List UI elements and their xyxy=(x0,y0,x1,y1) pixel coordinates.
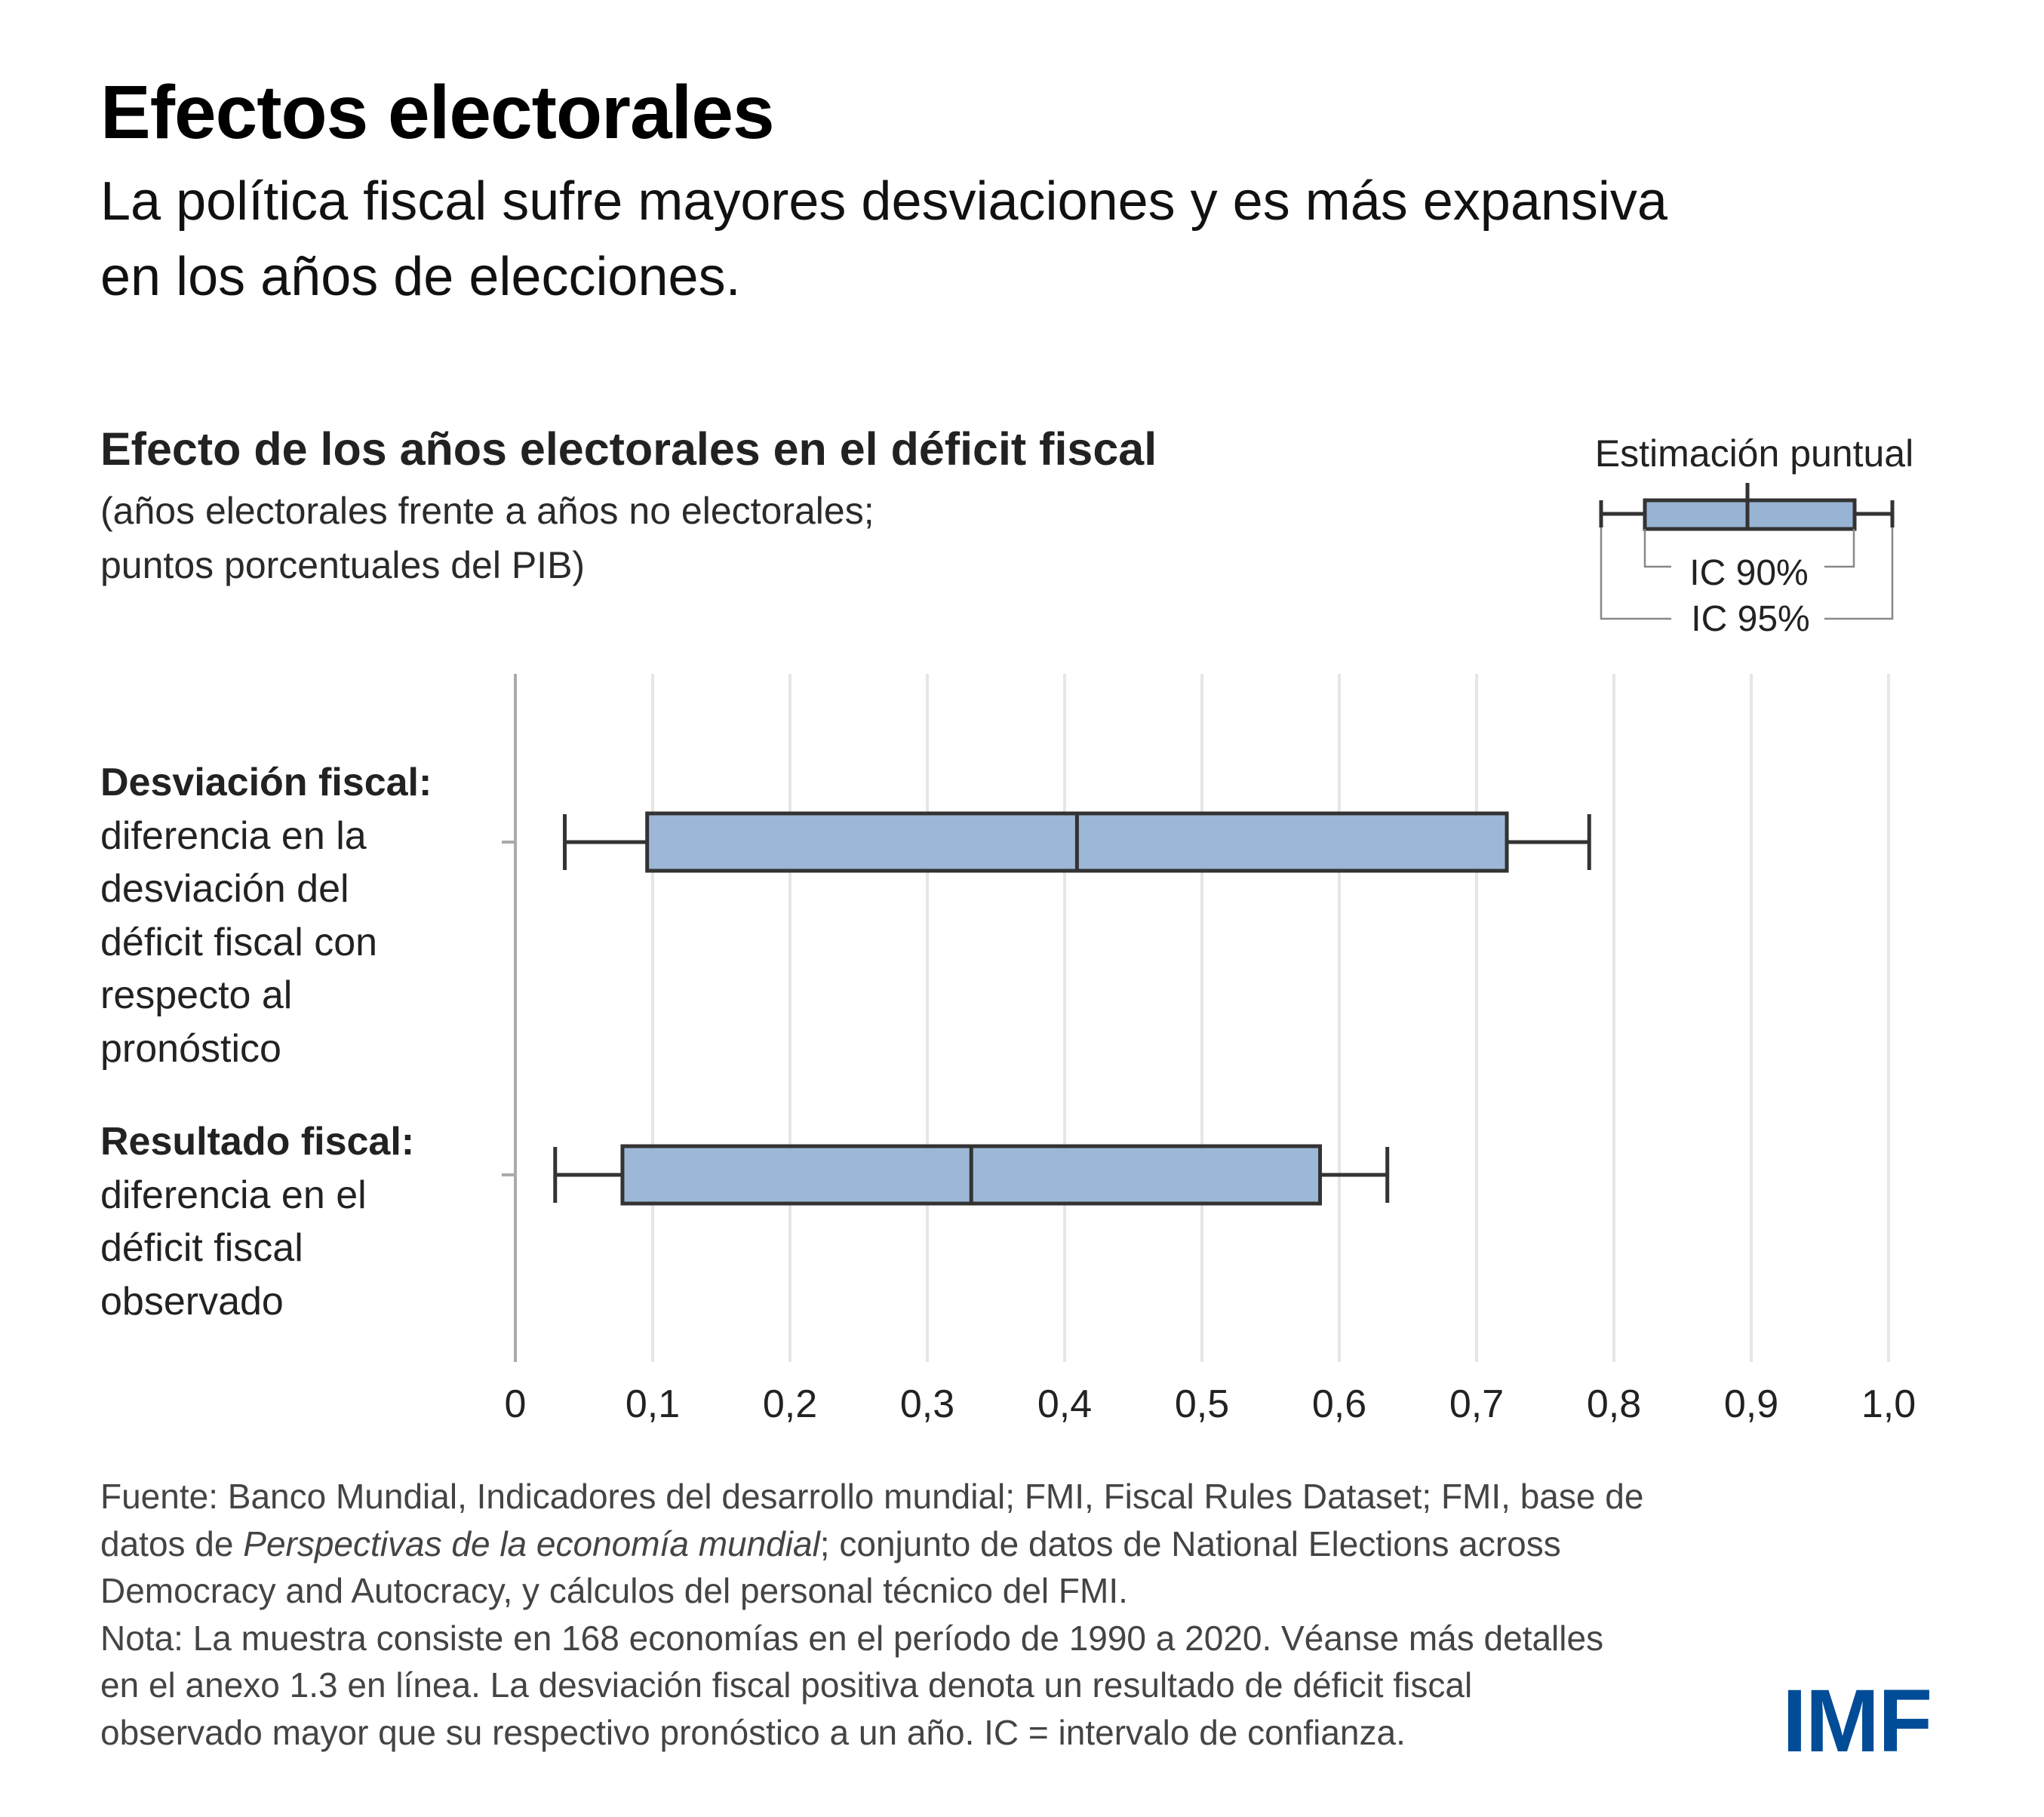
note-line: observado mayor que su respectivo pronós… xyxy=(100,1712,1406,1753)
legend: Estimación puntual IC 90% IC 95% xyxy=(1595,432,1913,639)
source-line: Democracy and Autocracy, y cálculos del … xyxy=(100,1570,1128,1611)
row-label-line: déficit fiscal con xyxy=(100,920,378,964)
legend-ci95-bracket xyxy=(1600,527,1671,620)
legend-ci90-label: IC 90% xyxy=(1689,553,1808,593)
row-label-line: observado xyxy=(100,1279,284,1324)
footer-text: Nota: La muestra consiste en 168 economí… xyxy=(100,1618,1604,1658)
x-tick-label: 0,5 xyxy=(1175,1382,1229,1426)
imf-logo: IMF xyxy=(1782,1671,1932,1771)
x-tick-label: 0,6 xyxy=(1312,1382,1366,1426)
x-tick-label: 1,0 xyxy=(1861,1382,1916,1426)
row-label-bold: Desviación fiscal: xyxy=(100,761,432,804)
x-tick-label: 0,1 xyxy=(625,1382,680,1426)
subtitle-line-2: en los años de elecciones. xyxy=(100,247,741,307)
note-line: Nota: La muestra consiste en 168 economí… xyxy=(100,1618,1603,1659)
footer-text: Democracy and Autocracy, y cálculos del … xyxy=(100,1571,1128,1610)
x-tick-label: 0,4 xyxy=(1037,1382,1092,1426)
legend-ci90-bracket xyxy=(1643,529,1671,568)
source-line: Fuente: Banco Mundial, Indicadores del d… xyxy=(100,1476,1643,1517)
footer-text: datos de xyxy=(100,1523,244,1563)
footer-text: en el anexo 1.3 en línea. La desviación … xyxy=(100,1665,1473,1705)
footer-text: observado mayor que su respectivo pronós… xyxy=(100,1712,1406,1752)
chart-subtitle-line-1: (años electorales frente a años no elect… xyxy=(100,490,874,532)
row-label-line: pronóstico xyxy=(100,1026,281,1071)
chart-subtitle-line-2: puntos porcentuales del PIB) xyxy=(100,544,586,586)
legend-ci95-bracket xyxy=(1824,527,1894,620)
gridlines xyxy=(651,674,1890,1362)
row-label-line: respecto al xyxy=(100,973,293,1017)
x-tick-labels: 0 0,1 0,2 0,3 0,4 0,5 0,6 0,7 0,8 0,9 1,0 xyxy=(505,1382,1916,1426)
footer-text: ; conjunto de datos de National Election… xyxy=(819,1523,1561,1563)
row-label-line: déficit fiscal xyxy=(100,1226,303,1270)
x-tick-label: 0,3 xyxy=(900,1382,954,1426)
note-line: en el anexo 1.3 en línea. La desviación … xyxy=(100,1665,1472,1705)
footer-text: Fuente: Banco Mundial, Indicadores del d… xyxy=(100,1477,1644,1516)
x-tick-label: 0,9 xyxy=(1724,1382,1778,1426)
row-label-line: diferencia en la xyxy=(100,813,367,858)
row-label-bold: Resultado fiscal: xyxy=(100,1120,415,1164)
row-label-resultado: Resultado fiscal: diferencia en el défic… xyxy=(100,1115,414,1328)
boxes xyxy=(553,811,1591,1206)
axes xyxy=(502,674,517,1362)
legend-point-label: Estimación puntual xyxy=(1595,432,1913,475)
x-tick-label: 0,2 xyxy=(763,1382,817,1426)
row-label-desviacion: Desviación fiscal: diferencia en la desv… xyxy=(100,756,432,1075)
x-tick-label: 0,8 xyxy=(1587,1382,1641,1426)
chart-title: Efecto de los años electorales en el déf… xyxy=(100,423,1157,475)
row-label-line: desviación del xyxy=(100,867,349,911)
legend-box xyxy=(1643,498,1857,531)
x-tick-label: 0,7 xyxy=(1449,1382,1504,1426)
legend-ci95-label: IC 95% xyxy=(1691,599,1809,639)
main-title: Efectos electorales xyxy=(100,70,775,155)
source-line: datos de Perspectivas de la economía mun… xyxy=(100,1523,1561,1564)
publication-title: Perspectivas de la economía mundial xyxy=(243,1523,820,1563)
legend-ci90-bracket xyxy=(1824,529,1855,568)
subtitle-line-1: La política fiscal sufre mayores desviac… xyxy=(100,171,1667,232)
x-tick-label: 0 xyxy=(505,1382,527,1426)
row-label-line: diferencia en el xyxy=(100,1173,367,1217)
